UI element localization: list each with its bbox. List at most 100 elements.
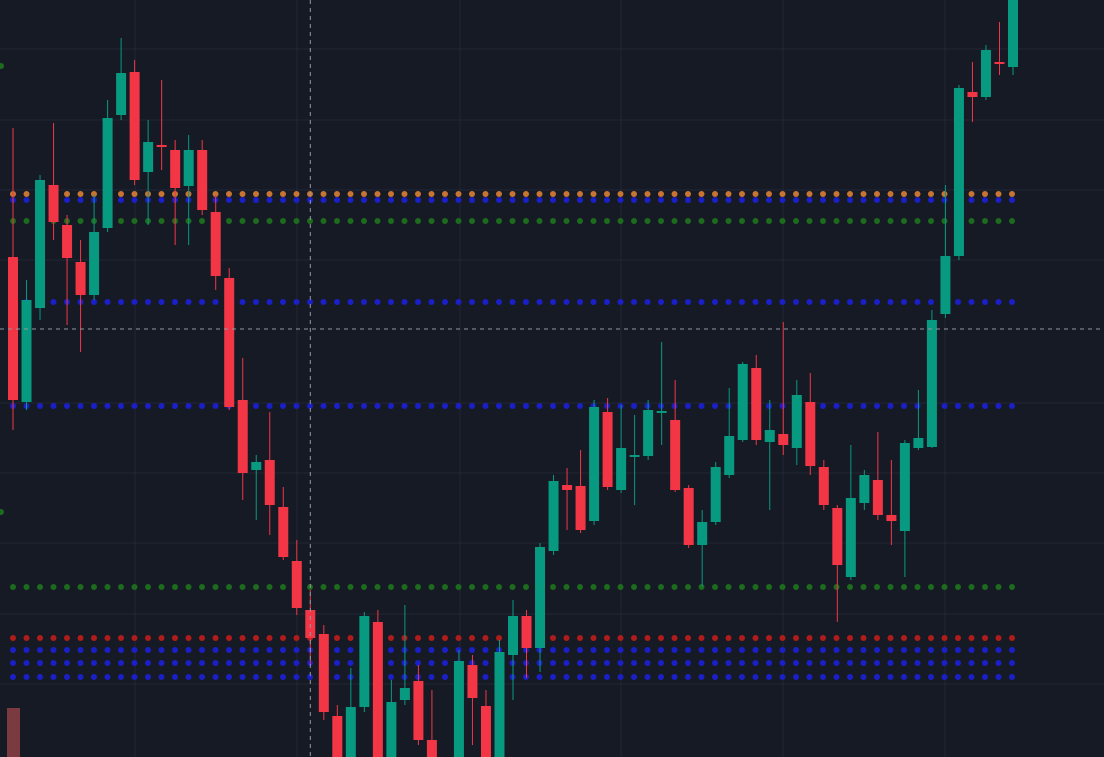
candle-body xyxy=(386,702,397,757)
level-dot xyxy=(847,218,853,224)
level-dot xyxy=(793,584,799,590)
level-dot xyxy=(158,584,165,590)
level-dot xyxy=(779,197,786,203)
level-dot xyxy=(212,584,219,590)
candle-body xyxy=(508,616,518,655)
level-dot xyxy=(91,635,97,641)
level-dot xyxy=(712,191,718,197)
level-dot xyxy=(725,647,732,653)
level-dot xyxy=(212,403,219,409)
level-dot xyxy=(563,647,570,653)
level-dot xyxy=(901,197,907,203)
candle-body xyxy=(102,118,113,228)
level-dot xyxy=(644,660,651,666)
level-dot xyxy=(604,403,610,409)
level-dot xyxy=(185,660,192,666)
level-dot xyxy=(563,218,570,224)
level-dot xyxy=(631,191,637,197)
level-dot xyxy=(725,197,732,203)
candle-body xyxy=(399,688,410,700)
level-dot xyxy=(860,674,867,680)
level-dot xyxy=(995,191,1002,197)
level-dot xyxy=(23,674,30,680)
level-dot xyxy=(401,403,408,409)
candle-body xyxy=(224,278,235,407)
level-dot xyxy=(874,674,880,680)
level-dot xyxy=(64,674,70,680)
candle-body xyxy=(183,150,194,186)
level-dot xyxy=(631,647,637,653)
level-dot xyxy=(590,299,597,305)
level-dot xyxy=(874,403,880,409)
level-dot xyxy=(334,635,340,641)
level-dot xyxy=(590,647,597,653)
candle-body xyxy=(832,508,843,565)
level-dot xyxy=(253,218,259,224)
level-line xyxy=(10,403,1015,409)
level-dot xyxy=(590,191,597,197)
level-dot xyxy=(145,299,151,305)
level-dot xyxy=(293,674,300,680)
level-dot xyxy=(77,647,84,653)
level-dot xyxy=(428,197,435,203)
level-dot xyxy=(671,584,678,590)
level-dot xyxy=(199,299,205,305)
level-dot xyxy=(874,191,880,197)
level-dot xyxy=(388,191,394,197)
level-dot xyxy=(685,635,691,641)
level-dot xyxy=(725,403,732,409)
level-dot xyxy=(185,635,192,641)
level-dot xyxy=(779,584,786,590)
level-dot xyxy=(226,584,232,590)
level-dot xyxy=(833,197,840,203)
level-dot xyxy=(361,197,367,203)
level-dot xyxy=(10,674,16,680)
level-dot xyxy=(1009,660,1015,666)
level-dot xyxy=(968,218,975,224)
level-dot xyxy=(968,660,975,666)
candle-body xyxy=(724,436,735,475)
level-dot xyxy=(820,403,826,409)
level-dot xyxy=(982,674,988,680)
level-dot xyxy=(482,299,489,305)
level-dot xyxy=(698,403,705,409)
candle-body xyxy=(89,232,100,295)
level-dot xyxy=(455,403,462,409)
level-dot xyxy=(293,299,300,305)
candle-body xyxy=(845,498,856,577)
level-dot xyxy=(941,218,948,224)
level-dot xyxy=(226,647,232,653)
candle-body xyxy=(359,616,370,707)
level-dot xyxy=(860,660,867,666)
level-dot xyxy=(779,218,786,224)
marker-dot xyxy=(0,509,4,515)
level-dot xyxy=(914,197,921,203)
level-dot xyxy=(455,584,462,590)
level-dot xyxy=(644,674,651,680)
candle-body xyxy=(926,320,937,447)
level-dot xyxy=(226,674,232,680)
level-dot xyxy=(91,299,97,305)
level-dot xyxy=(698,647,705,653)
level-dot xyxy=(239,218,246,224)
level-dot xyxy=(779,635,786,641)
level-dot xyxy=(685,647,691,653)
level-dot xyxy=(820,647,826,653)
level-dot xyxy=(563,674,570,680)
candle-body xyxy=(345,707,356,757)
level-dot xyxy=(1009,584,1015,590)
level-dot xyxy=(185,299,192,305)
level-dot xyxy=(64,647,70,653)
level-dot xyxy=(1009,197,1015,203)
candle-body xyxy=(1008,0,1018,67)
level-dot xyxy=(10,584,16,590)
level-dot xyxy=(860,584,867,590)
level-dot xyxy=(388,647,394,653)
level-dot xyxy=(550,403,556,409)
level-dot xyxy=(968,647,975,653)
candle-body xyxy=(291,561,302,608)
marker-dot xyxy=(0,63,4,69)
level-dot xyxy=(509,584,516,590)
level-dot xyxy=(779,660,786,666)
level-dot xyxy=(293,191,300,197)
